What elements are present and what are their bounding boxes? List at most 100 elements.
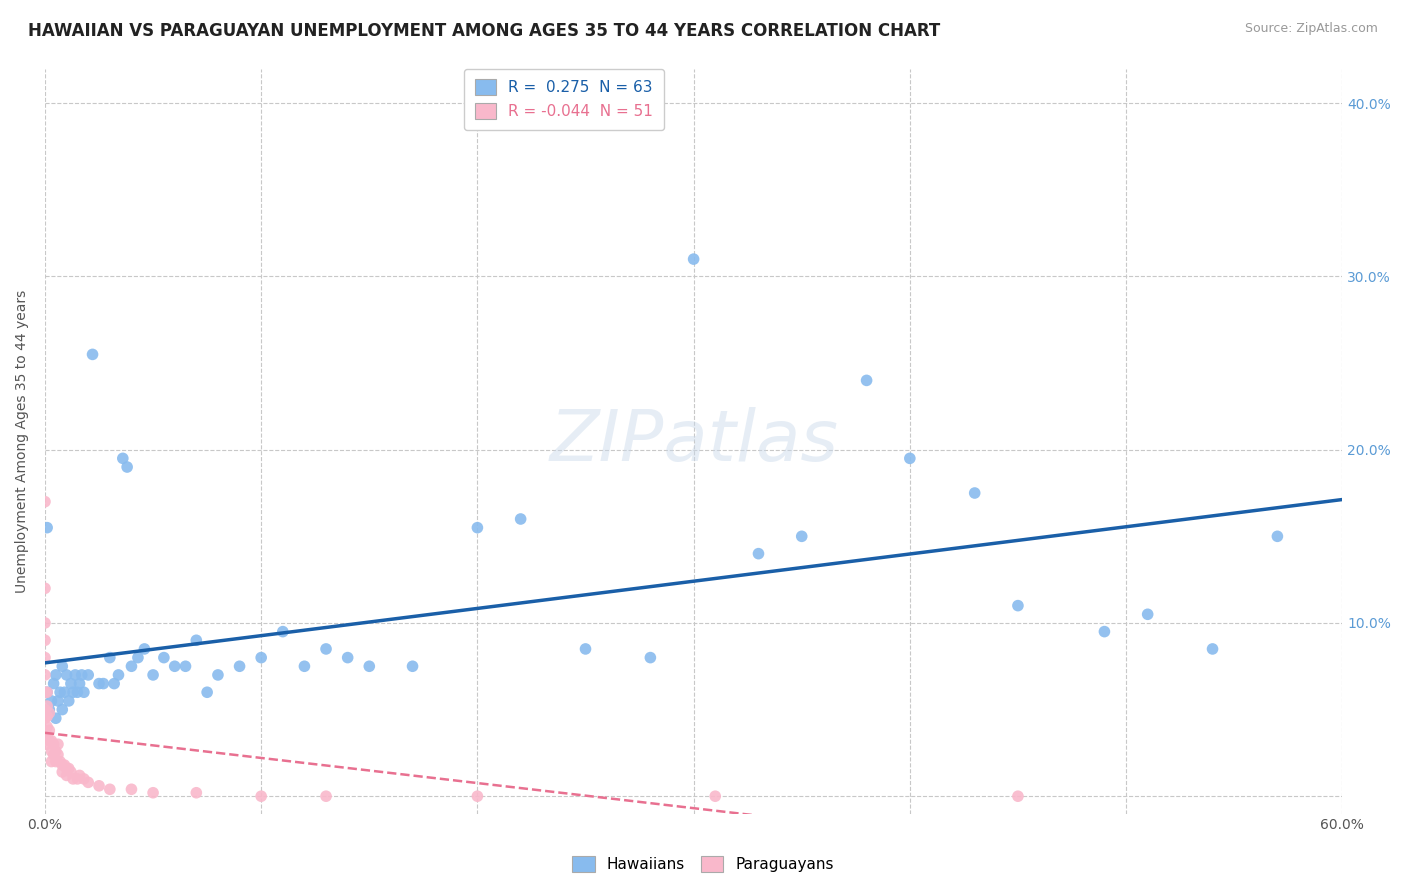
Point bbox=[66, 685, 89, 699]
Point bbox=[55, 762, 77, 776]
Point bbox=[51, 764, 73, 779]
Legend: Hawaiians, Paraguayans: Hawaiians, Paraguayans bbox=[564, 848, 842, 880]
Point bbox=[53, 758, 76, 772]
Point bbox=[69, 768, 91, 782]
Point bbox=[53, 685, 76, 699]
Point bbox=[855, 373, 877, 387]
Point bbox=[37, 685, 59, 699]
Point bbox=[46, 747, 69, 762]
Point bbox=[467, 521, 489, 535]
Point bbox=[38, 733, 60, 747]
Point bbox=[55, 768, 77, 782]
Point bbox=[467, 789, 489, 804]
Point bbox=[120, 659, 142, 673]
Point bbox=[111, 451, 134, 466]
Point bbox=[69, 676, 91, 690]
Point bbox=[38, 702, 60, 716]
Point bbox=[898, 451, 921, 466]
Point bbox=[103, 676, 125, 690]
Point bbox=[42, 737, 65, 751]
Point bbox=[228, 659, 250, 673]
Text: Source: ZipAtlas.com: Source: ZipAtlas.com bbox=[1244, 22, 1378, 36]
Point bbox=[98, 782, 121, 797]
Point bbox=[34, 615, 56, 630]
Point bbox=[34, 702, 56, 716]
Point bbox=[115, 460, 138, 475]
Point bbox=[195, 685, 218, 699]
Point bbox=[42, 747, 65, 762]
Point bbox=[336, 650, 359, 665]
Point bbox=[163, 659, 186, 673]
Point bbox=[51, 659, 73, 673]
Point bbox=[37, 720, 59, 734]
Point bbox=[186, 633, 208, 648]
Point bbox=[51, 758, 73, 772]
Point bbox=[127, 650, 149, 665]
Point bbox=[37, 709, 59, 723]
Point bbox=[38, 723, 60, 738]
Point bbox=[120, 782, 142, 797]
Point bbox=[37, 685, 59, 699]
Point bbox=[250, 650, 273, 665]
Point bbox=[359, 659, 381, 673]
Point bbox=[62, 772, 84, 786]
Point bbox=[1007, 789, 1029, 804]
Point bbox=[34, 494, 56, 508]
Point bbox=[87, 779, 110, 793]
Point bbox=[34, 723, 56, 738]
Point bbox=[1136, 607, 1159, 622]
Point bbox=[65, 668, 87, 682]
Legend: R =  0.275  N = 63, R = -0.044  N = 51: R = 0.275 N = 63, R = -0.044 N = 51 bbox=[464, 69, 664, 129]
Point bbox=[1094, 624, 1116, 639]
Point bbox=[315, 789, 337, 804]
Point bbox=[1007, 599, 1029, 613]
Point bbox=[142, 786, 165, 800]
Point bbox=[59, 764, 82, 779]
Point bbox=[963, 486, 986, 500]
Point bbox=[73, 772, 96, 786]
Point bbox=[34, 668, 56, 682]
Point bbox=[38, 706, 60, 720]
Point bbox=[401, 659, 423, 673]
Point bbox=[37, 737, 59, 751]
Point bbox=[640, 650, 662, 665]
Point bbox=[574, 642, 596, 657]
Point bbox=[51, 702, 73, 716]
Text: ZIPatlas: ZIPatlas bbox=[550, 407, 838, 475]
Point bbox=[87, 676, 110, 690]
Point bbox=[207, 668, 229, 682]
Point bbox=[45, 668, 67, 682]
Point bbox=[34, 711, 56, 725]
Point bbox=[37, 729, 59, 743]
Point bbox=[153, 650, 176, 665]
Y-axis label: Unemployment Among Ages 35 to 44 years: Unemployment Among Ages 35 to 44 years bbox=[15, 289, 30, 592]
Point bbox=[34, 650, 56, 665]
Point bbox=[58, 694, 80, 708]
Point bbox=[49, 755, 72, 769]
Point bbox=[37, 521, 59, 535]
Point bbox=[41, 694, 63, 708]
Point bbox=[41, 755, 63, 769]
Point bbox=[34, 633, 56, 648]
Point bbox=[1201, 642, 1223, 657]
Point bbox=[37, 699, 59, 714]
Point bbox=[82, 347, 104, 361]
Point bbox=[46, 737, 69, 751]
Point bbox=[41, 733, 63, 747]
Point bbox=[107, 668, 129, 682]
Point bbox=[174, 659, 197, 673]
Point bbox=[98, 650, 121, 665]
Point bbox=[704, 789, 727, 804]
Point bbox=[58, 762, 80, 776]
Point bbox=[62, 685, 84, 699]
Point bbox=[315, 642, 337, 657]
Point bbox=[790, 529, 813, 543]
Point bbox=[77, 775, 100, 789]
Point bbox=[271, 624, 294, 639]
Point bbox=[49, 685, 72, 699]
Point bbox=[682, 252, 704, 266]
Point bbox=[134, 642, 156, 657]
Point bbox=[186, 786, 208, 800]
Point bbox=[93, 676, 115, 690]
Point bbox=[73, 685, 96, 699]
